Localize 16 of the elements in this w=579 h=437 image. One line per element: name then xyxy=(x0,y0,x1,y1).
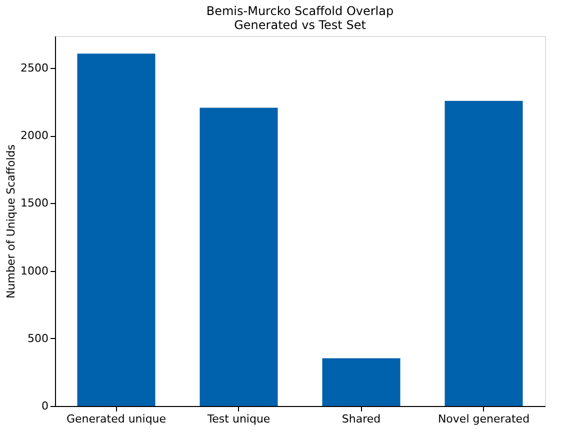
y-axis-title: Number of Unique Scaffolds xyxy=(4,144,18,298)
y-tick-label: 500 xyxy=(28,332,48,345)
x-tick-label: Novel generated xyxy=(438,412,530,426)
bar xyxy=(77,54,156,406)
bar xyxy=(200,108,278,406)
y-tick-label: 0 xyxy=(42,400,48,412)
chart-title: Bemis-Murcko Scaffold Overlap Generated vs Test Set xyxy=(206,4,394,32)
x-tick-label: Generated unique xyxy=(66,412,166,426)
y-tick-label: 2000 xyxy=(20,129,48,142)
y-tick-label: 1500 xyxy=(20,196,48,210)
y-tick-label: 2500 xyxy=(20,62,48,75)
bar xyxy=(444,100,523,406)
y-tick-label: 1000 xyxy=(20,264,48,278)
x-tick-label: Shared xyxy=(342,412,381,426)
x-tick-label: Test unique xyxy=(206,412,270,426)
bar xyxy=(322,358,400,406)
